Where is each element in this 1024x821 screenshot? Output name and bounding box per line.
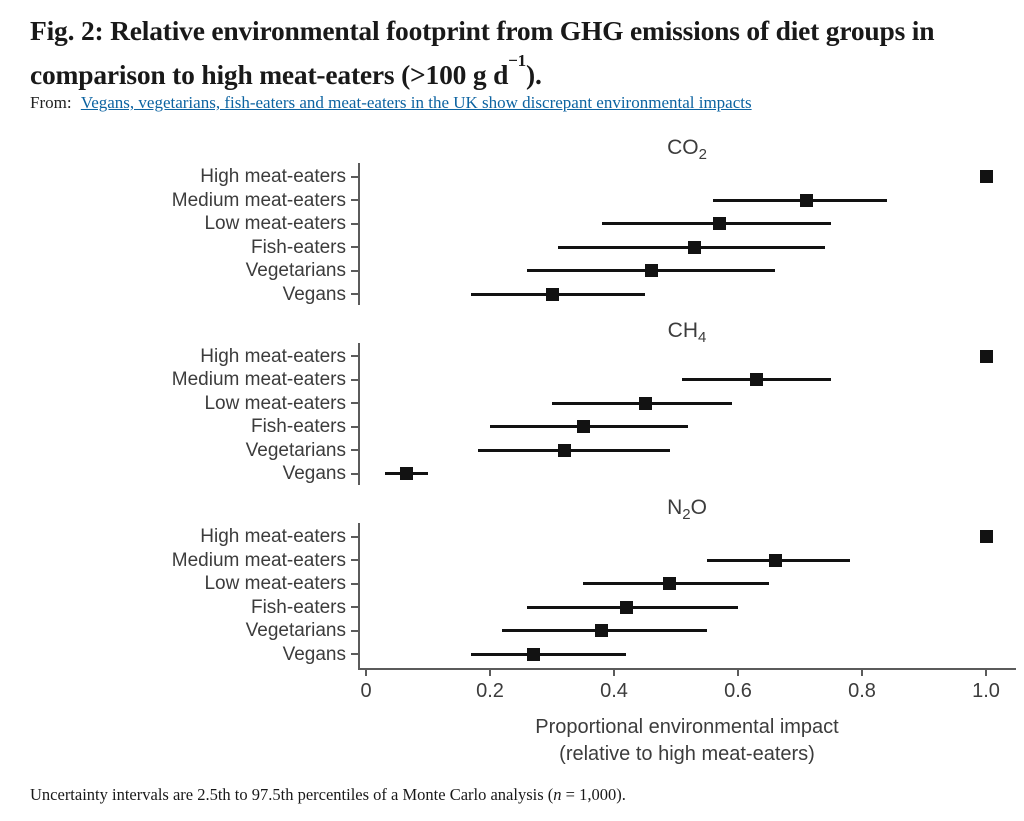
x-axis-line bbox=[358, 668, 1016, 670]
point-estimate bbox=[619, 600, 633, 614]
category-label: Medium meat-eaters bbox=[171, 189, 346, 211]
y-tick-mark bbox=[351, 246, 358, 248]
category-label: Vegetarians bbox=[245, 260, 346, 281]
point-estimate bbox=[644, 264, 658, 277]
point-estimate bbox=[979, 349, 993, 363]
y-tick-mark bbox=[351, 355, 358, 357]
figure-title-text: Fig. 2: Relative environmental footprint… bbox=[30, 15, 935, 91]
category-label: Fish-eaters bbox=[250, 596, 346, 618]
y-axis-line-n2o bbox=[358, 523, 360, 668]
point-estimate bbox=[768, 553, 782, 567]
x-tick-mark bbox=[737, 668, 739, 676]
panel-title-subscript: 2 bbox=[698, 146, 707, 163]
panel-title-n2o: N2O bbox=[537, 496, 837, 523]
y-axis-line-ch4 bbox=[358, 343, 360, 485]
x-tick-mark bbox=[365, 668, 367, 676]
uncertainty-interval bbox=[477, 448, 670, 452]
x-tick-mark bbox=[985, 668, 987, 676]
point-estimate bbox=[526, 647, 540, 661]
footnote-text-post: = 1,000). bbox=[561, 785, 626, 804]
panel-title-co2: CO2 bbox=[537, 136, 837, 163]
category-label: Low meat-eaters bbox=[204, 392, 346, 414]
from-label: From: bbox=[30, 93, 72, 112]
x-tick-label: 0.8 bbox=[848, 680, 876, 702]
category-label: Medium meat-eaters bbox=[171, 369, 346, 390]
category-label: Low meat-eaters bbox=[204, 573, 346, 594]
panel-title-text: CO bbox=[667, 136, 699, 159]
point-estimate bbox=[545, 287, 559, 301]
y-tick-mark bbox=[351, 535, 358, 538]
x-axis-title-line2: (relative to high meat-eaters) bbox=[559, 743, 815, 765]
y-tick-mark bbox=[351, 472, 358, 475]
point-estimate bbox=[576, 420, 590, 433]
y-tick-mark bbox=[351, 582, 358, 585]
category-label: Fish-eaters bbox=[250, 236, 346, 258]
y-tick-mark bbox=[351, 425, 358, 428]
x-tick-label: 0.4 bbox=[600, 680, 628, 702]
category-label: Vegetarians bbox=[245, 620, 346, 641]
point-estimate bbox=[688, 240, 702, 254]
x-tick-mark bbox=[489, 668, 491, 676]
point-estimate bbox=[799, 193, 813, 207]
y-tick-mark bbox=[351, 629, 358, 632]
y-axis-line-co2 bbox=[358, 163, 360, 305]
x-tick-label: 0.6 bbox=[724, 680, 752, 702]
y-tick-mark bbox=[351, 293, 358, 295]
category-label: Fish-eaters bbox=[250, 416, 346, 437]
category-label: Vegans bbox=[282, 463, 346, 484]
point-estimate bbox=[399, 467, 413, 480]
footnote-text-pre: Uncertainty intervals are 2.5th to 97.5t… bbox=[30, 785, 554, 804]
figure-footnote: Uncertainty intervals are 2.5th to 97.5t… bbox=[30, 785, 626, 805]
x-tick-label: 0 bbox=[360, 680, 372, 702]
point-estimate bbox=[638, 396, 652, 410]
category-label: Vegans bbox=[282, 643, 346, 665]
panel-title-text: N bbox=[667, 496, 683, 519]
point-estimate bbox=[979, 530, 993, 543]
category-label: Vegetarians bbox=[245, 439, 346, 461]
x-tick-label: 1.0 bbox=[972, 680, 1000, 702]
y-tick-mark bbox=[351, 653, 358, 655]
point-estimate bbox=[979, 170, 993, 183]
y-tick-mark bbox=[351, 175, 358, 178]
y-tick-mark bbox=[351, 402, 358, 404]
category-label: High meat-eaters bbox=[200, 166, 346, 187]
source-article-link[interactable]: Vegans, vegetarians, fish-eaters and mea… bbox=[80, 93, 752, 112]
category-label: Low meat-eaters bbox=[204, 213, 346, 234]
y-tick-mark bbox=[351, 449, 358, 451]
figure-title-close: ). bbox=[526, 59, 542, 91]
panel-title-text: CH bbox=[667, 319, 698, 342]
footnote-variable-n: n bbox=[553, 785, 562, 804]
figure-title: Fig. 2: Relative environmental footprint… bbox=[30, 12, 1010, 94]
y-tick-mark bbox=[351, 606, 358, 608]
point-estimate bbox=[712, 217, 726, 230]
figure-source-line: From: Vegans, vegetarians, fish-eaters a… bbox=[30, 93, 752, 113]
category-label: High meat-eaters bbox=[200, 526, 346, 547]
panel-title-ch4: CH4 bbox=[537, 319, 837, 346]
category-label: Vegans bbox=[282, 283, 346, 305]
panel-title-subscript: 2 bbox=[682, 506, 691, 523]
figure-title-superscript: −1 bbox=[508, 51, 526, 71]
x-tick-label: 0.2 bbox=[476, 680, 504, 702]
x-tick-mark bbox=[861, 668, 863, 676]
y-tick-mark bbox=[351, 378, 358, 381]
point-estimate bbox=[595, 624, 609, 637]
y-tick-mark bbox=[351, 222, 358, 225]
y-tick-mark bbox=[351, 199, 358, 201]
y-tick-mark bbox=[351, 269, 358, 272]
category-label: Medium meat-eaters bbox=[171, 549, 346, 571]
y-tick-mark bbox=[351, 559, 358, 561]
x-axis-title-line1: Proportional environmental impact bbox=[535, 716, 839, 738]
panel-title-text: O bbox=[690, 496, 707, 519]
point-estimate bbox=[557, 443, 571, 457]
uncertainty-interval bbox=[471, 652, 627, 656]
point-estimate bbox=[750, 373, 764, 386]
point-estimate bbox=[663, 577, 677, 590]
x-tick-mark bbox=[613, 668, 615, 676]
panel-title-subscript: 4 bbox=[698, 329, 707, 346]
category-label: High meat-eaters bbox=[200, 345, 346, 367]
